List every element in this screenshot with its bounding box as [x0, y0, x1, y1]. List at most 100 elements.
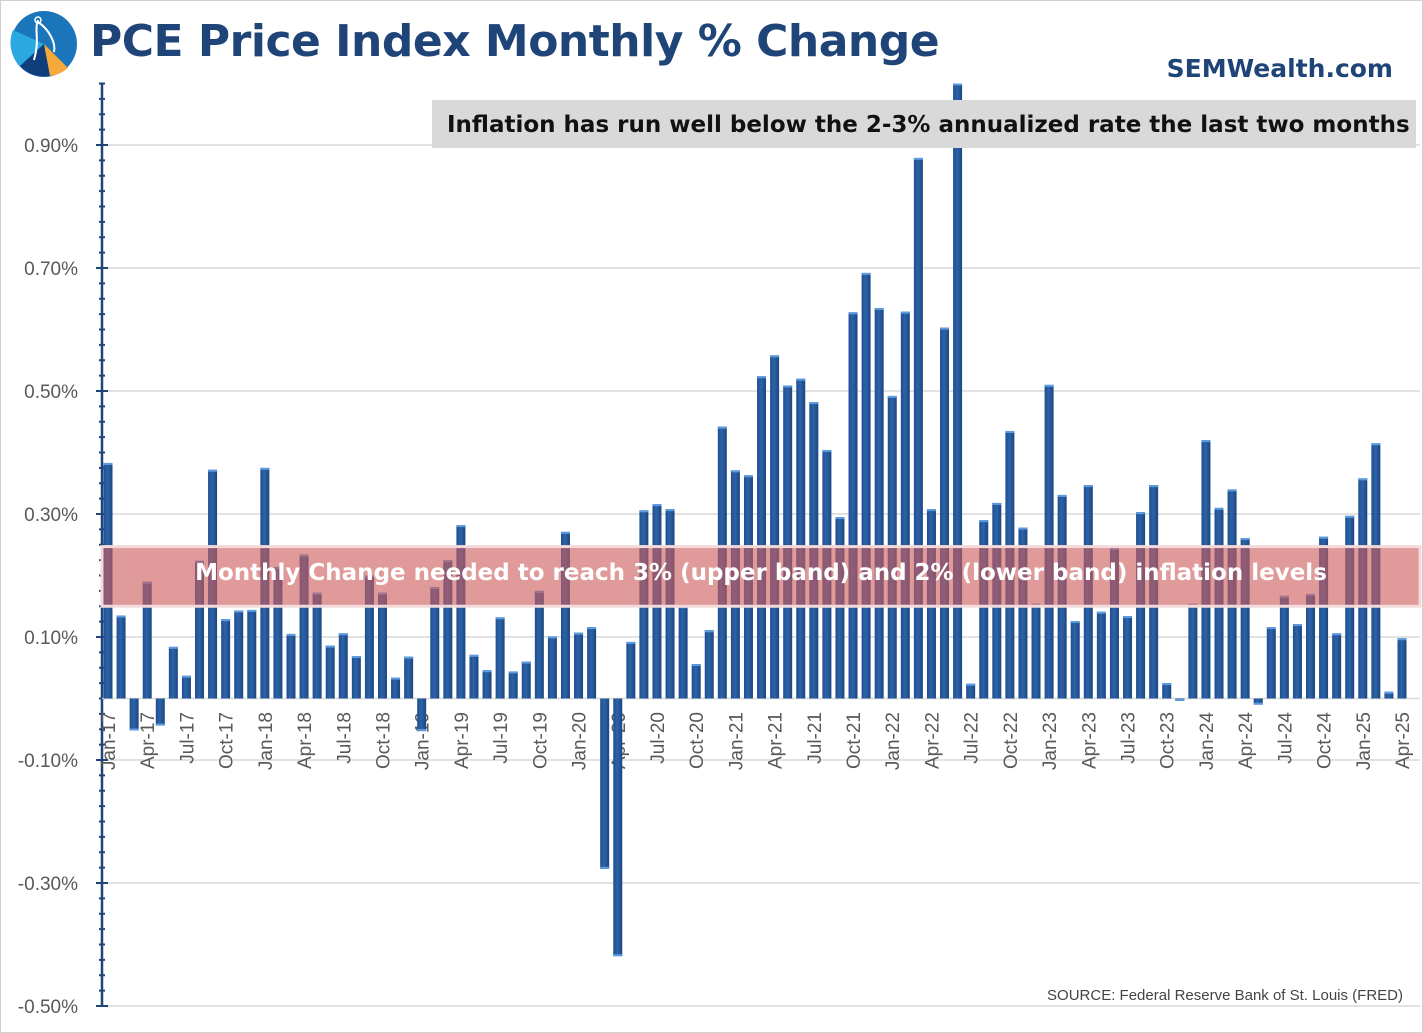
bar-cap — [391, 677, 401, 680]
source-note: SOURCE: Federal Reserve Bank of St. Loui… — [1047, 987, 1403, 1004]
bar — [600, 698, 610, 869]
bar — [404, 656, 414, 699]
bar — [1123, 616, 1133, 699]
bar — [338, 633, 348, 699]
bar-cap — [547, 636, 557, 639]
x-tick-label: Apr-23 — [1079, 712, 1100, 769]
bar — [142, 581, 152, 699]
y-tick-label: 0.10% — [24, 628, 78, 649]
bar — [626, 641, 636, 699]
bar-cap — [325, 645, 335, 648]
x-tick-label: Oct-21 — [844, 712, 865, 769]
y-tick-label: 0.70% — [24, 259, 78, 280]
x-tick-label: Apr-21 — [766, 712, 787, 769]
x-tick-label: Jul-18 — [334, 712, 355, 764]
bar — [1253, 698, 1263, 705]
bar-cap — [1070, 621, 1080, 624]
bar-cap — [717, 426, 727, 429]
bar — [1044, 384, 1054, 699]
bar — [691, 664, 701, 699]
x-tick-label: Apr-24 — [1236, 712, 1257, 769]
bar-cap — [1175, 698, 1185, 701]
bar-cap — [404, 656, 414, 659]
bar — [796, 378, 806, 699]
bar-cap — [809, 402, 819, 405]
bar — [299, 554, 309, 699]
bar-cap — [116, 615, 126, 618]
bar — [953, 83, 963, 699]
bar — [534, 590, 544, 699]
bar-cap — [822, 450, 832, 453]
bar — [757, 376, 767, 699]
x-tick-label: Oct-20 — [687, 712, 708, 769]
x-tick-label: Jan-25 — [1354, 712, 1375, 770]
band-label: Monthly Change needed to reach 3% (upper… — [195, 560, 1327, 586]
bar — [1188, 603, 1198, 699]
semwealth-logo — [10, 11, 77, 77]
bar — [168, 646, 178, 699]
bar-cap — [691, 664, 701, 667]
y-tick-label: -0.50% — [18, 997, 78, 1018]
y-tick-label: 0.30% — [24, 505, 78, 526]
annotation-box: Inflation has run well below the 2-3% an… — [432, 100, 1416, 148]
bar-cap — [260, 467, 270, 470]
bar-cap — [1162, 683, 1172, 686]
bar-cap — [1397, 638, 1407, 641]
bar — [940, 327, 950, 699]
bar — [678, 606, 688, 699]
bar-cap — [874, 307, 884, 310]
bar — [377, 592, 387, 699]
bar-cap — [168, 646, 178, 649]
bar-cap — [835, 517, 845, 520]
bar-cap — [1044, 384, 1054, 387]
bar-cap — [1332, 633, 1342, 636]
bar-cap — [1371, 443, 1381, 446]
target-band — [100, 545, 1422, 608]
bar — [1266, 627, 1276, 699]
bar-cap — [757, 376, 767, 379]
y-tick-label: -0.30% — [18, 874, 78, 895]
bar-cap — [940, 327, 950, 330]
bar-cap — [639, 510, 649, 513]
bar — [1279, 595, 1289, 699]
x-tick-label: Jan-23 — [1040, 712, 1061, 770]
x-tick-label: Apr-17 — [138, 712, 159, 769]
x-tick-label: Oct-18 — [373, 712, 394, 769]
x-tick-label: Jan-24 — [1197, 712, 1218, 771]
x-tick-label: Oct-22 — [1001, 712, 1022, 769]
bar — [325, 645, 335, 699]
bar-cap — [992, 502, 1002, 505]
x-tick-label: Apr-18 — [295, 712, 316, 769]
bar — [1384, 691, 1394, 699]
bar-cap — [1240, 537, 1250, 540]
bar-cap — [1292, 624, 1302, 627]
bar — [560, 531, 570, 699]
bar — [783, 385, 793, 699]
bar — [116, 615, 126, 699]
bar-cap — [1253, 702, 1263, 705]
bar-cap — [626, 641, 636, 644]
x-tick-label: Jan-22 — [883, 712, 904, 770]
bar — [364, 575, 374, 699]
bar — [1319, 536, 1329, 699]
x-tick-label: Jan-17 — [99, 712, 120, 770]
brand-link[interactable]: SEMWealth.com — [1166, 54, 1393, 83]
bar — [770, 355, 780, 699]
bar-cap — [1123, 616, 1133, 619]
bar — [286, 633, 296, 699]
bar — [391, 677, 401, 699]
bar-cap — [730, 470, 740, 473]
bar-cap — [665, 509, 675, 512]
bar-cap — [861, 272, 871, 275]
bar — [1332, 633, 1342, 699]
bar-cap — [1201, 440, 1211, 443]
bar — [469, 654, 479, 699]
bar-cap — [221, 619, 231, 622]
bar — [704, 630, 714, 699]
bar-cap — [208, 469, 218, 472]
bar — [194, 560, 204, 699]
bar — [155, 698, 165, 726]
bar-cap — [247, 609, 257, 612]
bar-cap — [1266, 627, 1276, 630]
